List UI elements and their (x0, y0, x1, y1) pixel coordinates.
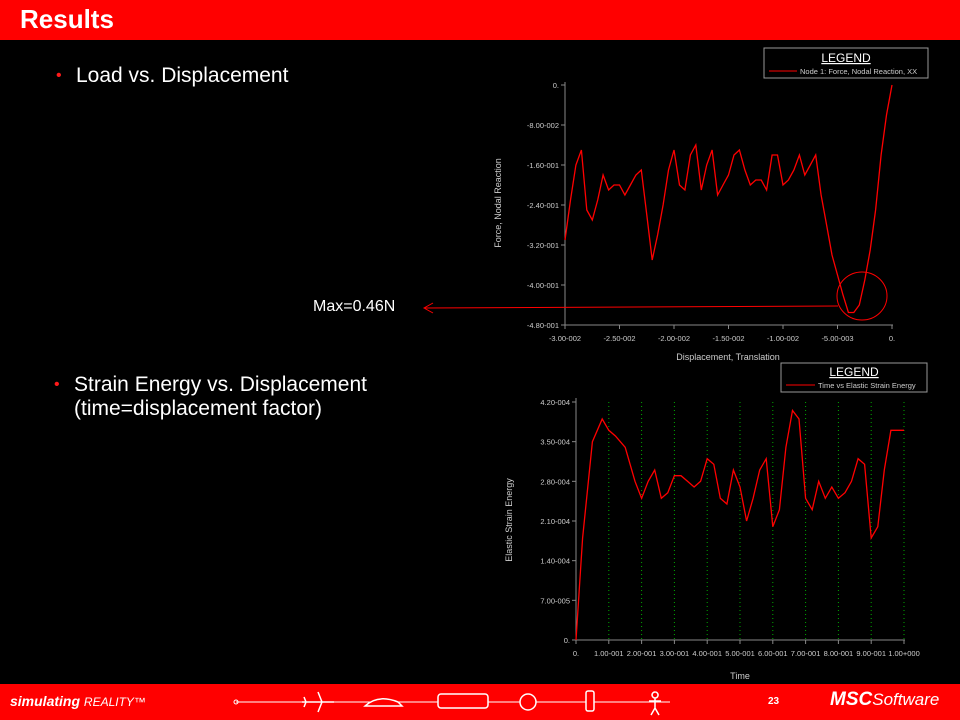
page-title: Results (20, 4, 114, 34)
footer-dot-icon (233, 699, 239, 705)
c2-x-tick-label: 4.00-001 (692, 649, 722, 658)
chart-force-displacement: 0. -8.00-002 -1.60-001 -2.40-001 -3.20-001 -4… (493, 47, 929, 362)
c1-legend-entry: Node 1: Force, Nodal Reaction, XX (800, 67, 917, 76)
charts-canvas: 0. -8.00-002 -1.60-001 -2.40-001 -3.20-001 -4… (422, 47, 929, 681)
c1-y-label: Force, Nodal Reaction (493, 158, 503, 248)
c1-x-tick-label: -1.50-002 (712, 334, 744, 343)
brand-left-main: simulating (10, 693, 81, 709)
c2-x-tick-label: 2.00-001 (627, 649, 657, 658)
c2-y-label: Elastic Strain Energy (504, 478, 514, 562)
car-icon (363, 698, 404, 707)
footer-brand-left: simulating REALITY™ (10, 693, 146, 709)
train-icon (437, 693, 489, 709)
footer-brand-right: MSCSoftware (830, 689, 939, 711)
c1-y-tick-label: -3.20-001 (527, 241, 559, 250)
c2-legend-title: LEGEND (829, 365, 879, 379)
bullet-text-line1: Strain Energy vs. Displacement (74, 373, 367, 396)
c1-x-tick-label: -2.00-002 (658, 334, 690, 343)
c1-legend-title: LEGEND (821, 51, 871, 65)
person-icon (649, 691, 661, 716)
c1-x-tick-label: 0. (889, 334, 895, 343)
c1-y-tick-label: -1.60-001 (527, 161, 559, 170)
c2-y-tick-label: 1.40-004 (540, 557, 570, 566)
c1-y-tick-label: 0. (553, 81, 559, 90)
bullet-strain-energy: • Strain Energy vs. Displacement (time=d… (54, 373, 367, 421)
c2-y-tick-label: 2.10-004 (540, 517, 570, 526)
c1-max-circle (836, 271, 888, 321)
c1-x-label: Displacement, Translation (676, 352, 780, 362)
c2-y-tick-label: 4.20-004 (540, 398, 570, 407)
gear-icon (519, 693, 537, 711)
c2-x-tick-label: 8.00-001 (824, 649, 854, 658)
c1-legend-box (763, 47, 929, 79)
bullet-load-displacement: • Load vs. Displacement (56, 64, 289, 88)
c2-series-line (575, 408, 904, 641)
c1-y-tick-label: -8.00-002 (527, 121, 559, 130)
c2-x-tick-label: 5.00-001 (725, 649, 755, 658)
max-arrow-head (422, 302, 434, 314)
c1-x-tick-label: -5.00-003 (821, 334, 853, 343)
title-bar: Results (0, 0, 960, 40)
c2-y-tick-label: 3.50-004 (540, 438, 570, 447)
airplane-icon (302, 691, 334, 713)
max-arrow-line (424, 305, 839, 309)
page-number: 23 (768, 696, 780, 707)
c1-x-tick-label: -2.50-002 (603, 334, 635, 343)
c2-y-tick-label: 0. (564, 636, 570, 645)
c2-y-tick-label: 2.80-004 (540, 477, 570, 486)
bullet-dot-icon: • (54, 376, 60, 393)
c1-y-tick-label: -4.80-001 (527, 321, 559, 330)
c2-x-tick-label: 1.00+000 (888, 649, 920, 658)
phone-icon (585, 690, 595, 712)
c1-y-tick-label: -4.00-001 (527, 281, 559, 290)
c2-x-tick-label: 9.00-001 (856, 649, 886, 658)
c2-x-tick-label: 6.00-001 (758, 649, 788, 658)
max-annotation-label: Max=0.46N (313, 298, 396, 315)
c2-x-tick-label: 3.00-001 (660, 649, 690, 658)
c2-legend-entry: Time vs Elastic Strain Energy (818, 381, 916, 390)
brand-right-sub: Software (872, 690, 940, 709)
brand-right-main: MSC (830, 689, 873, 710)
c2-y-tick-label: 7.00-005 (540, 596, 570, 605)
brand-left-sub: REALITY™ (83, 695, 146, 709)
bullet-text: Load vs. Displacement (76, 64, 289, 87)
c2-x-tick-label: 7.00-001 (791, 649, 821, 658)
c1-series-line (564, 84, 893, 314)
chart-strain-energy: 0. 7.00-005 1.40-004 2.10-004 2.80-004 3.50-0… (504, 362, 928, 681)
bullet-text-line2: (time=displacement factor) (74, 397, 323, 420)
c1-x-tick-label: -3.00-002 (549, 334, 581, 343)
c1-y-tick-label: -2.40-001 (527, 201, 559, 210)
footer-bar: simulating REALITY™ 23 MSCSoftware (0, 684, 960, 720)
footer-icons (233, 690, 670, 716)
c2-x-label: Time (730, 671, 750, 681)
c2-x-tick-label: 0. (573, 649, 579, 658)
c2-x-tick-label: 1.00-001 (594, 649, 624, 658)
c2-legend-box (780, 362, 928, 393)
bullet-dot-icon: • (56, 67, 62, 84)
c1-x-tick-label: -1.00-002 (767, 334, 799, 343)
